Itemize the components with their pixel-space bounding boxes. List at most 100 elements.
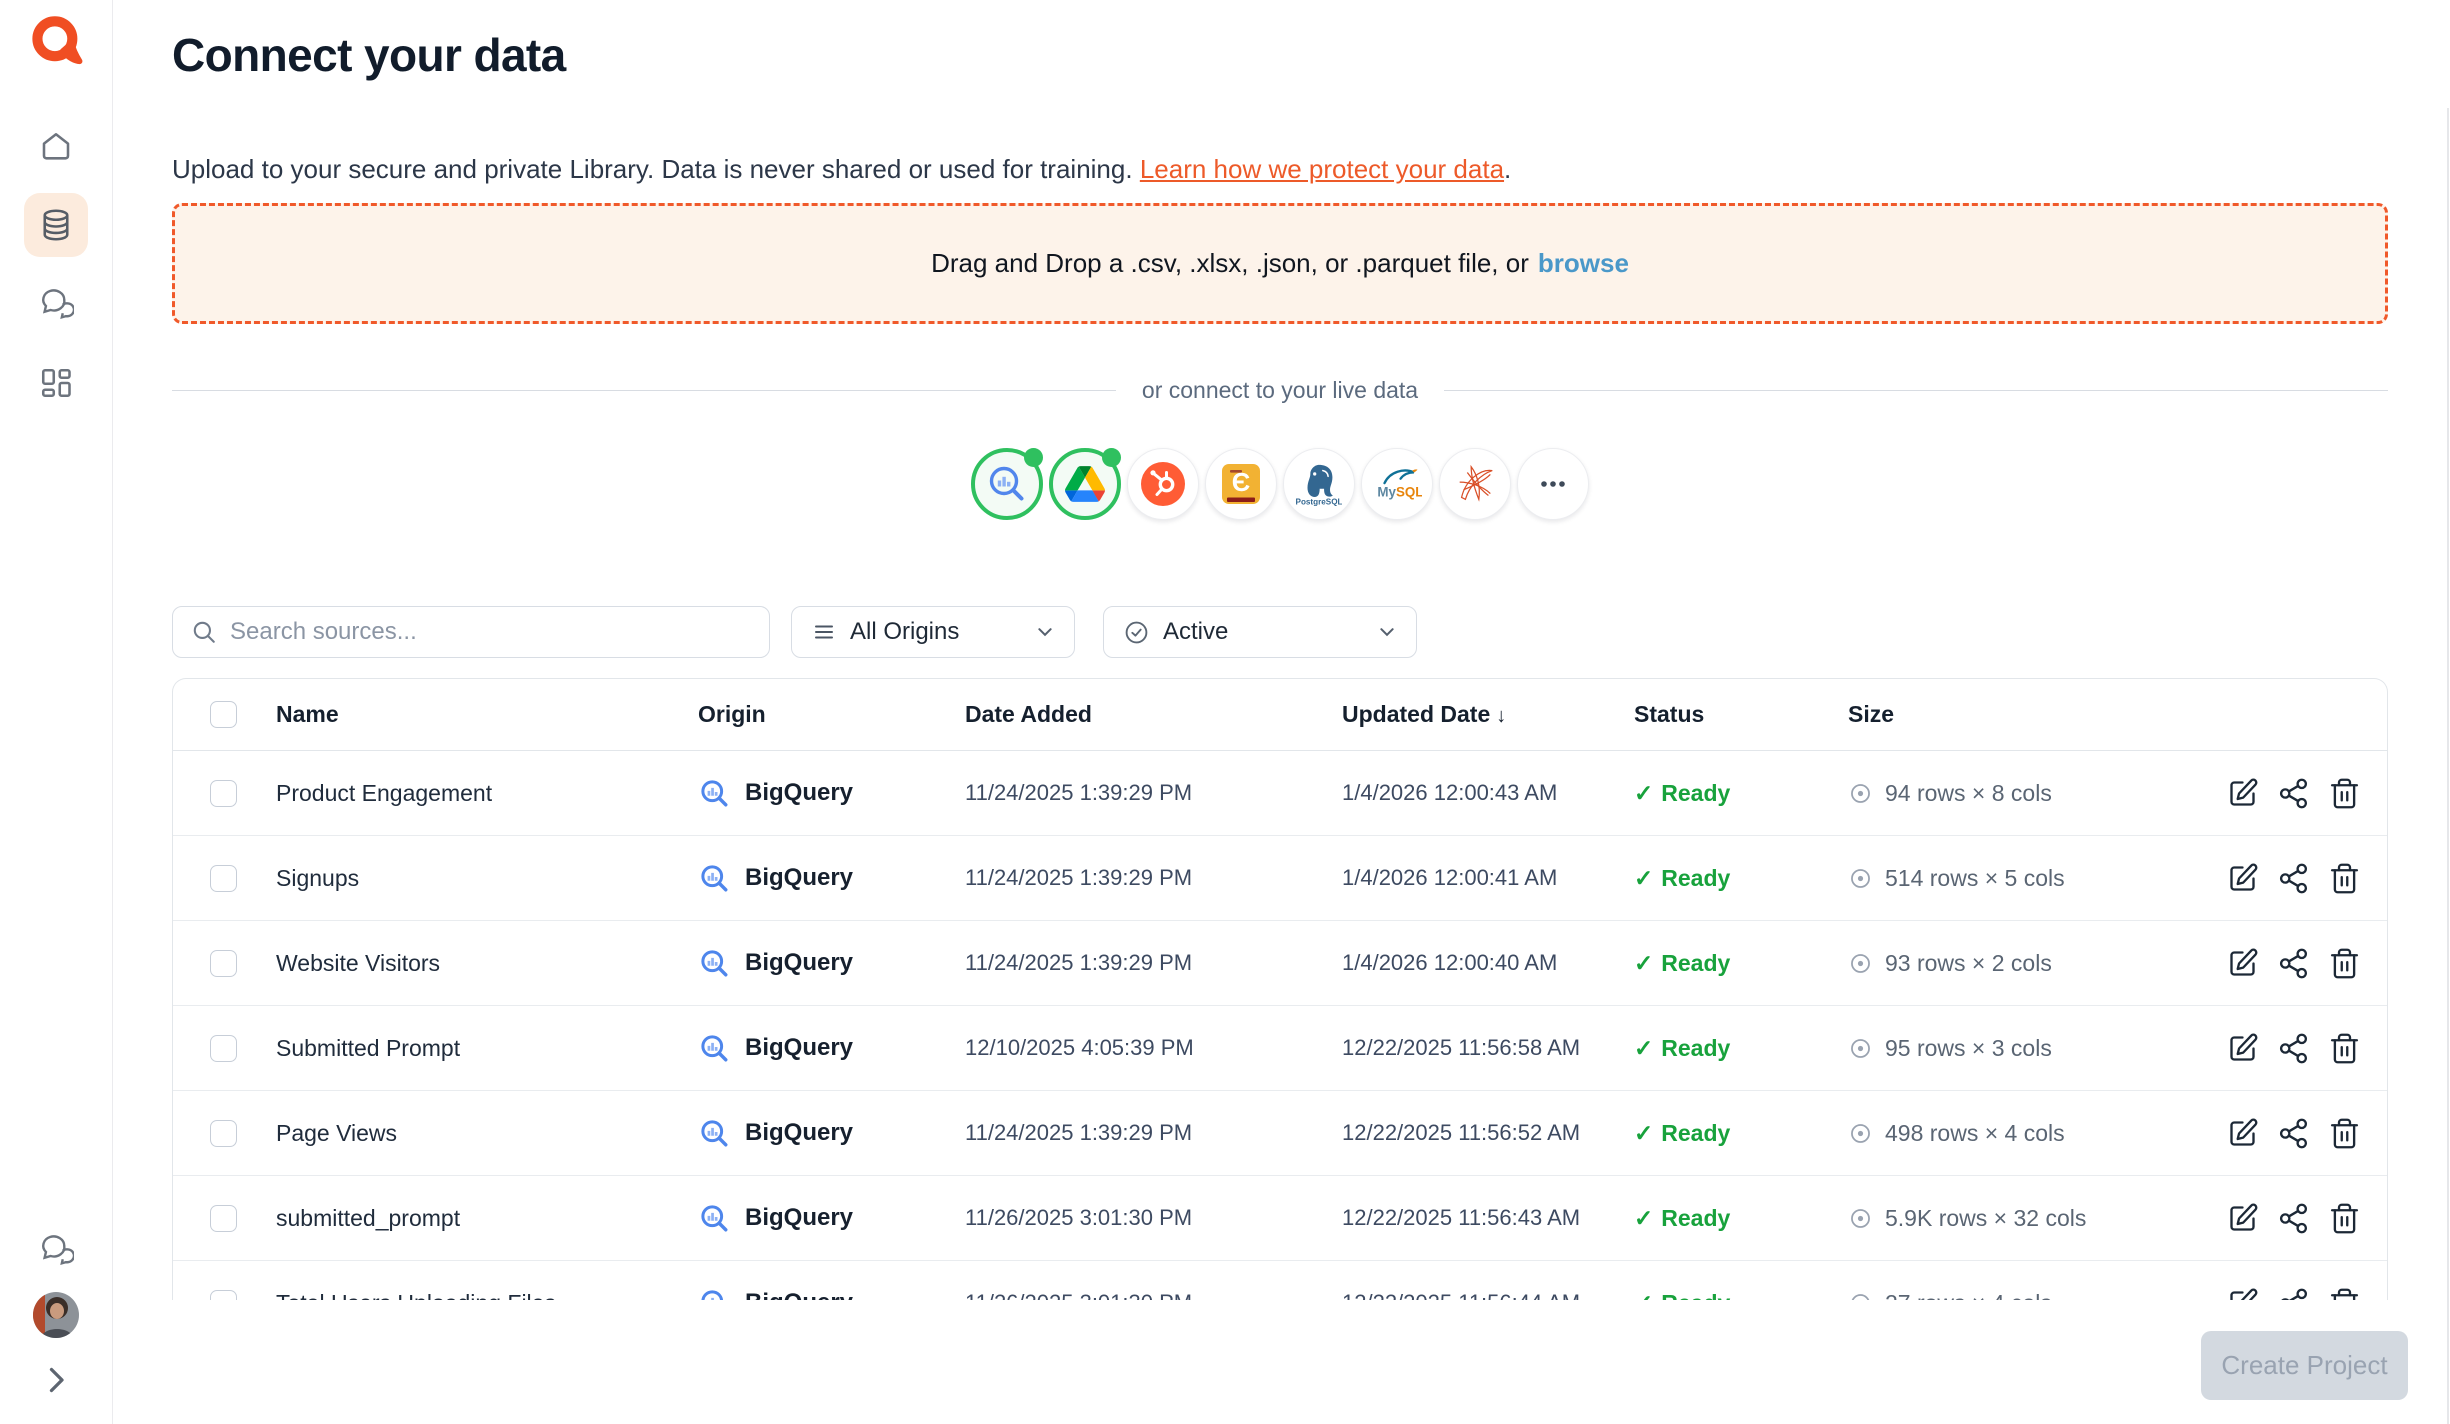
row-checkbox[interactable] <box>210 1204 237 1232</box>
sidebar-item-support-chat[interactable] <box>24 1218 88 1282</box>
table-row[interactable]: Signups BigQuery 11/24/2025 1:39:29 PM 1… <box>173 836 2387 921</box>
connector-yellow[interactable]: Є <box>1205 448 1277 520</box>
chat-bubbles-icon <box>42 1235 74 1266</box>
browse-link[interactable]: browse <box>1537 248 1629 278</box>
edit-pencil-icon <box>2229 1118 2257 1146</box>
col-header-updated[interactable]: Updated Date ↓ <box>1342 701 1507 727</box>
delete-button[interactable] <box>2327 861 2361 895</box>
privacy-link[interactable]: Learn how we protect your data <box>1139 154 1505 184</box>
preview-icon <box>1851 868 1870 888</box>
origin-filter-dropdown[interactable]: All Origins <box>791 606 1075 658</box>
share-button[interactable] <box>2276 1031 2310 1065</box>
status-filter-dropdown[interactable]: Active <box>1103 606 1417 658</box>
delete-button[interactable] <box>2327 1031 2361 1065</box>
search-input[interactable] <box>230 618 751 646</box>
divider-line <box>1444 390 2389 391</box>
sidebar-item-data[interactable] <box>24 193 88 257</box>
connector-more[interactable] <box>1517 448 1589 520</box>
col-header-date-added[interactable]: Date Added <box>965 701 1092 727</box>
connector-google-drive[interactable] <box>1049 448 1121 520</box>
share-button[interactable] <box>2276 1201 2310 1235</box>
col-header-size[interactable]: Size <box>1848 701 1895 727</box>
search-icon <box>193 621 215 643</box>
preview-icon <box>1851 1208 1870 1228</box>
hubspot-icon <box>1141 462 1185 506</box>
edit-pencil-icon <box>2229 948 2257 976</box>
size-cell: 94 rows × 8 cols <box>1848 780 2151 807</box>
row-checkbox[interactable] <box>210 1119 237 1147</box>
sidebar-item-chats[interactable] <box>24 272 88 336</box>
share-nodes-icon <box>2279 948 2307 978</box>
col-header-name[interactable]: Name <box>276 701 339 727</box>
edit-button[interactable] <box>2225 1031 2259 1065</box>
connector-mysql[interactable]: MySQL <box>1361 448 1433 520</box>
select-all-checkbox[interactable] <box>210 701 237 728</box>
subtitle-text: Upload to your secure and private Librar… <box>172 154 1133 184</box>
main-content: Connect your data Upload to your secure … <box>113 28 2450 1346</box>
delete-button[interactable] <box>2327 1201 2361 1235</box>
share-button[interactable] <box>2276 861 2310 895</box>
table-row[interactable]: Product Engagement BigQuery 11/24/2025 1… <box>173 751 2387 836</box>
share-button[interactable] <box>2276 946 2310 980</box>
julius-logo-icon[interactable] <box>29 14 83 68</box>
col-header-origin[interactable]: Origin <box>698 701 766 727</box>
dataset-name: submitted_prompt <box>276 1204 461 1231</box>
updated-date-cell: 12/22/2025 11:56:43 AM <box>1342 1205 1581 1230</box>
row-checkbox[interactable] <box>210 864 237 892</box>
size-cell: 514 rows × 5 cols <box>1848 865 2151 892</box>
divider-label: or connect to your live data <box>1141 377 1419 403</box>
table-row[interactable]: submitted_prompt BigQuery 11/26/2025 3:0… <box>173 1176 2387 1261</box>
share-nodes-icon <box>2279 1033 2307 1063</box>
row-checkbox[interactable] <box>210 949 237 977</box>
filter-bar: All Origins Active <box>172 606 2388 658</box>
origin-cell: BigQuery <box>698 862 965 895</box>
origin-label: BigQuery <box>745 1119 854 1146</box>
origin-label: BigQuery <box>745 949 854 976</box>
user-avatar[interactable] <box>33 1292 79 1338</box>
edit-button[interactable] <box>2225 861 2259 895</box>
delete-button[interactable] <box>2327 776 2361 810</box>
status-badge: ✓ Ready <box>1634 779 1731 806</box>
sql-server-icon <box>1459 464 1493 502</box>
share-button[interactable] <box>2276 1116 2310 1150</box>
size-label: 93 rows × 2 cols <box>1885 949 2052 976</box>
home-icon <box>42 133 70 160</box>
size-label: 95 rows × 3 cols <box>1885 1034 2052 1061</box>
size-label: 94 rows × 8 cols <box>1885 779 2052 806</box>
origin-label: BigQuery <box>745 864 854 891</box>
trash-icon <box>2330 1118 2358 1148</box>
sidebar-item-projects[interactable] <box>24 351 88 415</box>
sidebar-item-home[interactable] <box>24 114 88 178</box>
scrollbar-track[interactable] <box>2447 108 2449 1424</box>
table-row[interactable]: Submitted Prompt BigQuery 12/10/2025 4:0… <box>173 1006 2387 1091</box>
connector-bigquery[interactable] <box>971 448 1043 520</box>
table-row[interactable]: Website Visitors BigQuery 11/24/2025 1:3… <box>173 921 2387 1006</box>
sidebar-collapse-toggle[interactable] <box>24 1348 88 1412</box>
edit-button[interactable] <box>2225 1116 2259 1150</box>
table-row[interactable]: Page Views BigQuery 11/24/2025 1:39:29 P… <box>173 1091 2387 1176</box>
status-badge: ✓ Ready <box>1634 1119 1731 1146</box>
connector-postgresql[interactable]: PostgreSQL <box>1283 448 1355 520</box>
connector-hubspot[interactable] <box>1127 448 1199 520</box>
database-icon <box>43 209 69 241</box>
delete-button[interactable] <box>2327 946 2361 980</box>
share-button[interactable] <box>2276 776 2310 810</box>
bigquery-icon <box>989 466 1024 501</box>
delete-button[interactable] <box>2327 1116 2361 1150</box>
edit-button[interactable] <box>2225 776 2259 810</box>
bigquery-icon <box>701 949 728 976</box>
search-box[interactable] <box>172 606 770 658</box>
create-project-button[interactable]: Create Project <box>2201 1331 2408 1400</box>
file-dropzone[interactable]: Drag and Drop a .csv, .xlsx, .json, or .… <box>172 203 2388 324</box>
yellow-connector-icon: Є <box>1222 464 1260 504</box>
row-actions <box>2151 1116 2387 1150</box>
svg-text:PostgreSQL: PostgreSQL <box>1296 498 1342 507</box>
connector-sql-server[interactable] <box>1439 448 1511 520</box>
edit-button[interactable] <box>2225 1201 2259 1235</box>
row-checkbox[interactable] <box>210 779 237 807</box>
edit-button[interactable] <box>2225 946 2259 980</box>
date-added-cell: 12/10/2025 4:05:39 PM <box>965 1035 1194 1060</box>
dataset-name: Submitted Prompt <box>276 1034 461 1061</box>
col-header-status[interactable]: Status <box>1634 701 1705 727</box>
row-checkbox[interactable] <box>210 1034 237 1062</box>
